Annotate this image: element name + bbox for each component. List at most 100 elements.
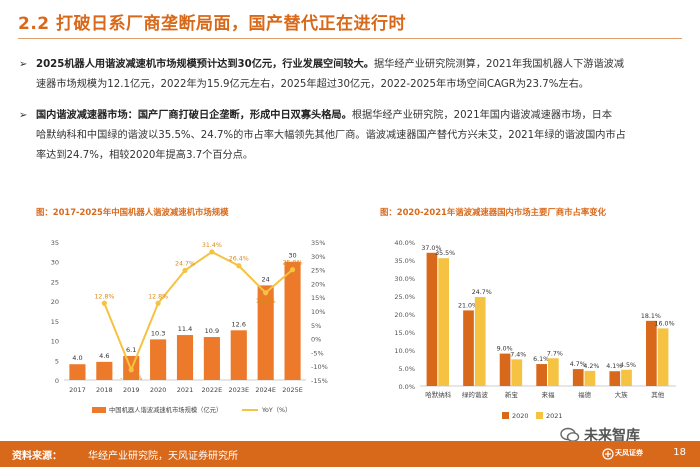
bar-value-label: 10.3: [151, 329, 165, 337]
right-axis-tick-label: -15%: [311, 377, 328, 385]
yoy-value-label: 12.8%: [148, 293, 168, 300]
para2-line3: 率达到24.7%，相较2020年提高3.7个百分点。: [36, 150, 254, 161]
left-axis-tick-label: 25: [51, 278, 59, 286]
bar: [284, 261, 301, 380]
bar-value-label: 10.9: [205, 327, 219, 335]
yoy-point: [155, 300, 161, 306]
page-title: 2.2 打破日系厂商垄断局面，国产替代正在进行时: [18, 14, 407, 34]
yoy-point: [263, 290, 269, 296]
x-tick-label: 2017: [69, 386, 86, 394]
x-tick-label: 哈默纳科: [425, 390, 452, 399]
x-tick-label: 大族: [615, 390, 629, 399]
market-size-chart: 0 5 10 15 20 25 30 35 -15% -10% -5% 0% 5% 10% 15% 20% 25…: [51, 239, 328, 414]
x-tick-label: 2024E: [255, 386, 276, 394]
bar: [150, 339, 167, 380]
legend-label: 2021: [546, 412, 563, 420]
x-tick-label: 2018: [96, 386, 113, 394]
y-axis-tick-label: 40.0%: [394, 239, 415, 247]
yoy-point: [236, 263, 242, 269]
arrow-bullet-icon: ➢: [19, 59, 28, 70]
legend-label-bar: 中国机器人谐波减速机市场规模（亿元）: [109, 405, 222, 414]
yoy-value-label: 12.8%: [94, 293, 114, 300]
paragraph-1: ➢ 2025机器人用谐波减速机市场规模预计达到30亿元，行业发展空间较大。据华经…: [19, 55, 682, 95]
para2-line1: 根据华经产业研究院，2021年国内谐波减速器市场，日本: [351, 110, 613, 121]
bar-value-label: 12.6: [232, 320, 246, 328]
market-share-chart: 0.0% 5.0% 10.0% 15.0% 20.0% 25.0% 30.0% 35.0% 40…: [394, 239, 676, 420]
bar-value-label: 35.5%: [435, 250, 455, 257]
right-axis-tick-label: 0%: [311, 336, 321, 344]
y-axis-tick-label: 10.0%: [394, 347, 415, 355]
yoy-value-label: 24.7%: [175, 260, 195, 267]
yoy-value-label: 25.0%: [283, 260, 303, 267]
x-tick-label: 其他: [651, 390, 665, 399]
right-axis-tick-label: 5%: [311, 322, 321, 330]
bar-value-label: 24.7%: [472, 289, 492, 296]
bar-value-label: 24: [262, 275, 270, 283]
bar-value-label: 9.0%: [497, 346, 513, 353]
chart2-title: 图：2020-2021年谐波减速器国内市场主要厂商市占率变化: [380, 207, 606, 217]
bar-value-label: 4.2%: [583, 363, 599, 370]
legend-label: 2020: [512, 412, 529, 420]
left-axis-tick-label: 20: [51, 298, 59, 306]
y-axis-tick-label: 25.0%: [394, 293, 415, 301]
legend-swatch-bar: [92, 407, 106, 413]
bar-2021: [584, 370, 596, 386]
bar-value-label: 4.5%: [620, 362, 636, 369]
bar-value-label: 7.4%: [510, 351, 526, 358]
x-tick-label: 来福: [542, 390, 556, 399]
right-axis-tick-label: 30%: [311, 253, 325, 261]
bar: [230, 330, 247, 380]
bar-2020: [536, 364, 547, 386]
bar-2021: [438, 258, 449, 386]
bar-2021: [621, 369, 632, 386]
para2-line2: 哈默纳科和中国绿的谐波以35.5%、24.7%的市占率大幅领先其他厂商。谐波减速…: [36, 130, 626, 141]
bar: [203, 337, 220, 380]
bar: [257, 285, 274, 380]
bar-2021: [548, 358, 559, 386]
x-tick-label: 2025E: [282, 386, 303, 394]
bar-value-label: 30: [288, 252, 296, 260]
left-axis-tick-label: 15: [51, 318, 59, 326]
x-tick-label: 新宝: [505, 390, 519, 399]
yoy-value-label: 26.4%: [229, 256, 249, 263]
bar-value-label: 4.0: [72, 354, 82, 362]
bar-2020: [426, 252, 438, 386]
bar-value-label: 6.1: [126, 346, 136, 354]
x-tick-label: 2022E: [202, 386, 223, 394]
source-text: 华经产业研究院，天风证券研究所: [88, 451, 238, 462]
y-axis-tick-label: 5.0%: [398, 365, 415, 373]
x-tick-label: 2019: [123, 386, 140, 394]
bar-value-label: 6.1%: [533, 356, 549, 363]
chart1-title: 图：2017-2025年中国机器人谐波减速机市场规模: [36, 207, 229, 217]
x-tick-label: 2023E: [228, 386, 249, 394]
left-axis-tick-label: 30: [51, 259, 59, 267]
watermark-text: 未来智库: [584, 428, 640, 444]
bar-value-label: 11.4: [178, 325, 192, 333]
para2-bold: 国内谐波减速器市场：国产厂商打破日企垄断，形成中日双寡头格局。: [36, 110, 352, 121]
yoy-value-label: -11.3%: [120, 375, 142, 382]
right-axis-tick-label: 20%: [311, 280, 325, 288]
yoy-point: [128, 367, 134, 373]
bar-value-label: 21.0%: [458, 302, 478, 309]
y-axis-tick-label: 30.0%: [394, 275, 415, 283]
bar-2020: [463, 310, 474, 386]
legend-swatch: [536, 412, 543, 419]
bar-2021: [474, 297, 486, 386]
bar-2021: [657, 328, 669, 386]
bar-2020: [572, 369, 584, 386]
right-axis-tick-label: 15%: [311, 294, 325, 302]
right-axis-tick-label: 10%: [311, 308, 325, 316]
y-axis-tick-label: 0.0%: [398, 383, 415, 391]
bar-2020: [646, 320, 657, 386]
bar-value-label: 4.1%: [606, 363, 622, 370]
paragraph-2: ➢ 国内谐波减速器市场：国产厂商打破日企垄断，形成中日双寡头格局。根据华经产业研…: [19, 106, 682, 166]
logo-text: 天风证券: [615, 449, 643, 457]
right-axis-tick-label: -10%: [311, 363, 328, 371]
title-divider: [18, 38, 682, 39]
bar: [69, 364, 86, 380]
yoy-point: [209, 249, 215, 255]
right-axis-tick-label: -5%: [311, 349, 324, 357]
y-axis-tick-label: 35.0%: [394, 257, 415, 265]
page-number: 18: [673, 447, 686, 458]
bar-value-label: 18.1%: [641, 313, 661, 320]
